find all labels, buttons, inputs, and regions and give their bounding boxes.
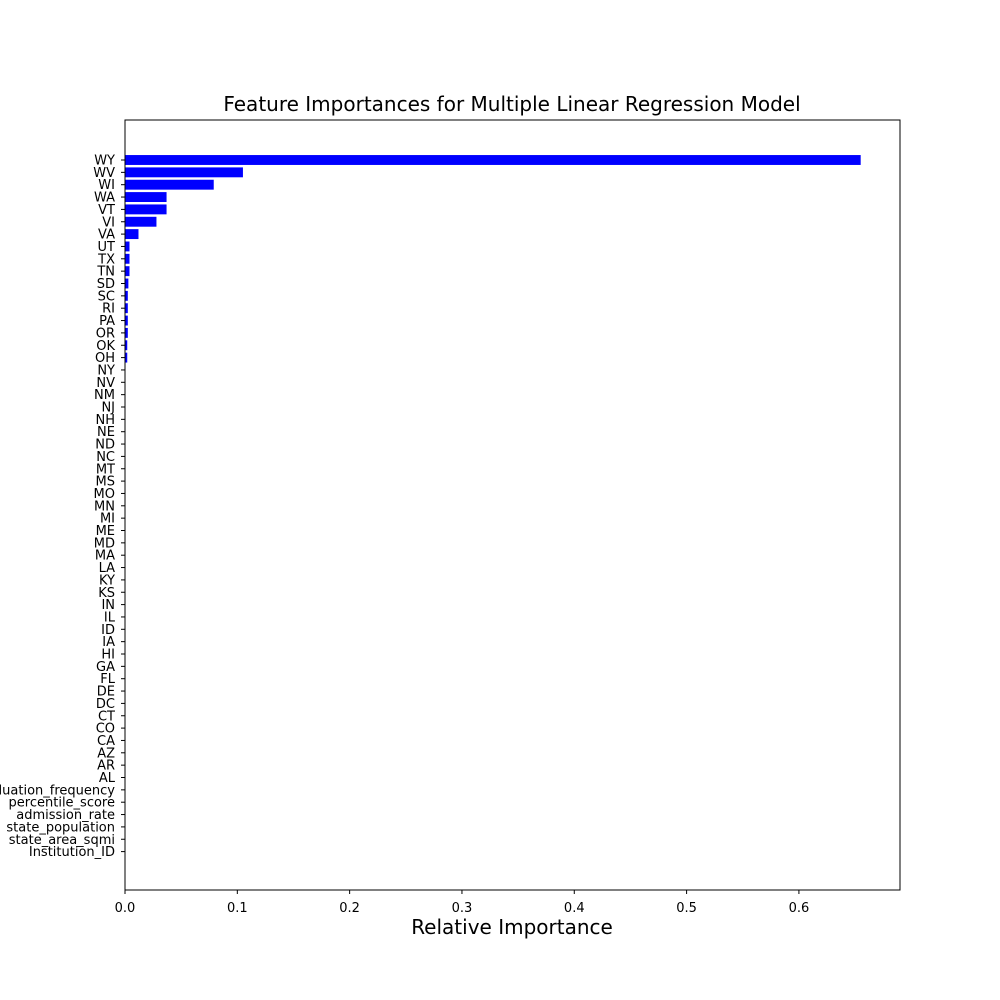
y-tick-label: NE — [97, 425, 115, 440]
y-tick-label: MI — [100, 512, 115, 527]
x-axis-label: Relative Importance — [411, 915, 613, 939]
plot-frame — [124, 119, 901, 891]
y-tick-label: ND — [95, 438, 115, 453]
x-tick-label: 0.1 — [227, 901, 248, 916]
y-tick-label: WY — [94, 154, 115, 169]
y-tick-label: state_population — [6, 820, 115, 835]
y-tick-label: VT — [98, 203, 115, 218]
y-tick-label: state_area_sqmi — [9, 833, 115, 848]
y-tick-label: IL — [104, 610, 116, 625]
y-tick-label: NJ — [101, 401, 115, 416]
y-tick-label: TN — [96, 265, 115, 280]
y-tick-label: DE — [97, 685, 115, 700]
bar — [125, 167, 243, 178]
x-tick-label: 0.5 — [676, 901, 697, 916]
bar — [125, 352, 128, 363]
y-tick-label: NC — [96, 450, 115, 465]
y-tick-label: FL — [100, 672, 115, 687]
bar — [125, 290, 128, 301]
bar — [125, 340, 128, 351]
y-tick-label: NM — [94, 388, 115, 403]
y-tick-label: WI — [98, 178, 115, 193]
bar — [125, 229, 139, 240]
bar — [125, 303, 128, 314]
x-axis-ticks: 0.0 0.1 0.2 0.3 0.4 0.5 0.6 — [115, 890, 810, 916]
y-tick-label: ID — [101, 623, 115, 638]
y-tick-label: OK — [96, 339, 115, 354]
y-tick-label: MA — [95, 549, 115, 564]
bar — [125, 204, 167, 215]
y-tick-label: CA — [97, 734, 115, 749]
y-axis-ticks: WYWVWIWAVTVIVAUTTXTNSDSCRIPAOROKOHNYNVNM… — [0, 154, 125, 860]
y-tick-label: NY — [97, 363, 115, 378]
y-tick-label: RI — [102, 302, 115, 317]
x-tick-label: 0.6 — [789, 901, 810, 916]
bar — [125, 315, 128, 326]
y-tick-label: NH — [96, 413, 116, 428]
y-tick-label: MD — [94, 536, 115, 551]
bar — [125, 216, 157, 227]
bar — [125, 327, 128, 338]
bars-group — [125, 155, 861, 363]
x-tick-label: 0.4 — [564, 901, 585, 916]
y-tick-label: CO — [96, 722, 115, 737]
bar — [125, 278, 129, 289]
y-tick-label: LA — [99, 561, 116, 576]
y-tick-label: MT — [96, 462, 115, 477]
chart-title: Feature Importances for Multiple Linear … — [223, 92, 800, 116]
y-tick-label: ME — [96, 524, 115, 539]
bar — [125, 253, 130, 264]
y-tick-label: PA — [99, 314, 115, 329]
bar — [125, 192, 167, 202]
y-tick-label: graduation_frequency — [0, 783, 115, 798]
bar — [125, 241, 130, 252]
bar — [125, 266, 130, 277]
y-tick-label: CT — [98, 709, 115, 724]
y-tick-label: MS — [96, 475, 115, 490]
y-tick-label: AR — [97, 759, 115, 774]
y-tick-label: OR — [96, 326, 115, 341]
y-tick-label: OH — [95, 351, 115, 366]
y-tick-label: MN — [94, 499, 115, 514]
y-tick-label: AZ — [97, 746, 115, 761]
y-tick-label: admission_rate — [16, 808, 115, 823]
x-tick-label: 0.3 — [452, 901, 473, 916]
bar — [125, 179, 214, 190]
y-tick-label: AL — [99, 771, 116, 786]
y-tick-label: SD — [97, 277, 115, 292]
y-tick-label: VI — [102, 215, 115, 230]
y-tick-label: NV — [96, 376, 115, 391]
y-tick-label: SC — [98, 289, 115, 304]
y-tick-label: HI — [101, 648, 115, 663]
y-tick-label: GA — [96, 660, 115, 675]
y-tick-label: WA — [94, 191, 115, 206]
y-tick-label: TX — [97, 252, 115, 267]
y-tick-label: MO — [94, 487, 115, 502]
y-tick-label: percentile_score — [9, 796, 115, 811]
y-tick-label: KY — [99, 573, 115, 588]
x-tick-label: 0.0 — [115, 901, 136, 916]
y-tick-label: IN — [101, 598, 115, 613]
x-tick-label: 0.2 — [339, 901, 360, 916]
y-tick-label: KS — [98, 586, 115, 601]
y-tick-label: Institution_ID — [29, 845, 115, 860]
y-tick-label: WV — [93, 166, 115, 181]
y-tick-label: DC — [96, 697, 115, 712]
bar — [125, 155, 861, 165]
y-tick-label: UT — [98, 240, 116, 255]
y-tick-label: VA — [98, 228, 115, 243]
y-tick-label: IA — [102, 635, 115, 650]
